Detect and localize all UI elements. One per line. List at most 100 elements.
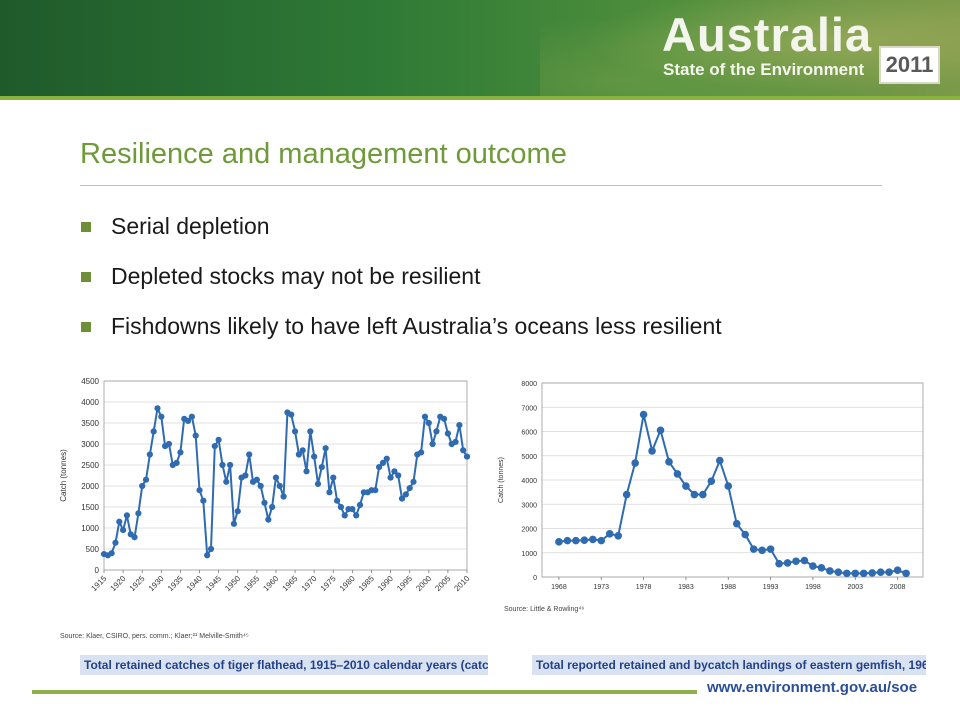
data-point [253,476,260,483]
data-point [112,539,119,546]
data-point [597,536,606,545]
data-point [402,491,409,498]
data-point [851,569,860,578]
data-point [173,459,180,466]
y-axis-label: Catch (tonnes) [59,449,68,502]
x-tick-label: 2005 [433,574,452,593]
data-point [330,474,337,481]
data-point [843,569,851,578]
data-point [177,449,184,456]
data-point [809,562,817,570]
x-tick-label: 2003 [847,584,863,591]
data-point [406,485,413,492]
data-point [555,538,563,546]
data-point [418,449,425,456]
data-point [291,428,299,435]
x-tick-label: 2000 [414,574,433,593]
data-point [230,520,238,527]
data-point [311,453,318,460]
data-point [349,506,356,513]
data-point [337,503,345,511]
gemfish-chart: 0 1000 2000 3000 4000 5000 6000 7000 8000 1968 197… [490,372,930,602]
data-point [303,468,310,475]
y-tick-label: 3000 [81,440,99,449]
data-point [893,566,902,575]
data-point [758,546,766,555]
data-point [456,422,463,429]
data-point [295,451,302,458]
x-tick-label: 1920 [109,574,128,593]
data-point [732,519,741,528]
x-tick-label: 1960 [261,574,280,593]
y-tick-label: 3500 [81,419,99,428]
y-tick-label: 7000 [521,405,537,412]
y-tick-label: 8000 [521,381,537,388]
data-point [673,470,682,478]
data-point [749,545,758,553]
data-point [572,536,580,545]
series-line [558,414,907,575]
data-point [783,559,792,567]
data-point [614,531,622,540]
data-point [372,487,379,494]
bullet-list: Serial depletion Depleted stocks may not… [80,208,722,358]
bullet-text: Serial depletion [111,213,270,239]
data-point [215,436,222,443]
data-point [707,477,716,486]
data-point [142,476,150,483]
data-point [356,501,364,508]
x-tick-label: 1983 [678,584,694,591]
data-point [429,440,436,448]
title-divider [80,185,882,186]
x-tick-label: 1988 [720,584,736,591]
bullet-item: Depleted stocks may not be resilient [80,258,722,308]
data-point [204,552,211,559]
data-point [200,497,207,504]
y-tick-label: 5000 [521,454,537,461]
data-point [246,451,253,458]
x-tick-label: 1995 [395,574,414,593]
data-point [631,459,639,467]
y-tick-label: 0 [533,575,537,582]
data-point [211,443,218,450]
data-point [605,530,614,538]
x-tick-label: 2010 [452,574,471,593]
data-point [775,559,783,568]
x-tick-label: 1965 [281,574,300,593]
data-point [207,545,215,553]
data-point [272,474,280,481]
brand-logo-title: Australia [662,8,873,61]
data-point [460,447,467,454]
data-point [219,461,226,469]
y-tick-label: 1000 [81,524,99,533]
slide-title: Resilience and management outcome [80,138,567,170]
y-tick-label: 1500 [81,503,99,512]
data-point [716,456,724,465]
header-banner: Australia State of the Environment 2011 [0,0,960,100]
y-tick-label: 4000 [81,398,99,407]
x-tick-label: 1955 [242,574,261,593]
flathead-chart: 0 500 1000 1500 2000 2500 3000 3500 4000 4500 1915… [56,372,476,607]
data-point [318,464,325,471]
data-point [131,534,138,541]
x-tick-label: 1925 [128,574,147,593]
x-tick-label: 1993 [763,584,779,591]
data-point [690,490,699,499]
data-point [563,536,572,545]
data-point [108,550,115,557]
x-tick-label: 1970 [300,574,319,593]
data-point [192,432,199,439]
gemfish-chart-svg: 0 1000 2000 3000 4000 5000 6000 7000 8000 1968 197… [498,381,924,591]
data-point [154,405,161,412]
data-point [766,545,775,553]
gemfish-caption: Total reported retained and bycatch land… [532,655,926,675]
data-point [834,568,843,576]
y-tick-label: 0 [95,566,100,575]
data-point [196,487,203,494]
data-point [800,556,809,565]
data-point [226,461,234,469]
data-point [665,458,673,466]
data-point [410,478,417,485]
data-point [146,451,153,458]
data-point [817,563,826,572]
